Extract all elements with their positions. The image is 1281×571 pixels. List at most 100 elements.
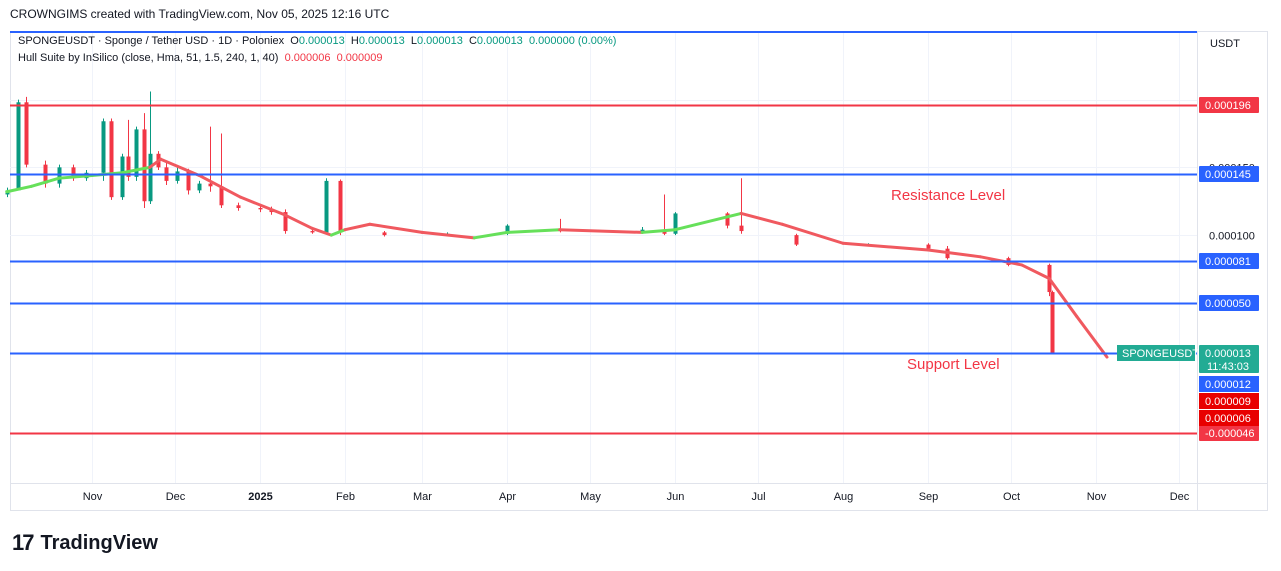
hull-segment — [1075, 314, 1109, 359]
x-tick-label: Jul — [751, 491, 765, 503]
candle-body — [120, 156, 125, 198]
candle-body — [324, 180, 329, 233]
candle-body — [794, 235, 799, 245]
candle-body — [24, 102, 29, 165]
indicator-legend[interactable]: Hull Suite by InSilico (close, Hma, 51, … — [18, 52, 383, 64]
candle-body — [505, 225, 510, 234]
x-tick-label: 2025 — [248, 491, 272, 503]
hull-segment — [239, 195, 287, 217]
hull-segment — [420, 230, 476, 240]
candle-body — [283, 212, 288, 232]
tradingview-logo-icon: 17 — [12, 530, 35, 555]
level-price-tag-bg — [1199, 425, 1259, 441]
hull-segment — [368, 222, 424, 234]
level-price-tag: 0.000196 — [1205, 100, 1251, 112]
tradingview-logo-text: TradingView — [40, 531, 158, 554]
candle-body — [310, 231, 315, 233]
level-price-tag-bg — [1199, 97, 1259, 113]
x-tick-label: Apr — [499, 491, 516, 503]
current-price-tag: 0.000013 — [1205, 348, 1251, 360]
close-value: 0.000013 — [476, 35, 523, 47]
hull-segment — [57, 173, 94, 180]
annotation-label: Resistance Level — [891, 187, 1005, 204]
hull-segment — [739, 211, 784, 226]
level-price-tag: 0.000145 — [1205, 169, 1251, 181]
x-tick-label: Dec — [166, 491, 186, 503]
candle-body — [382, 232, 387, 236]
x-tick-label: Feb — [336, 491, 355, 503]
hull-segment — [926, 248, 982, 259]
level-price-tag: -0.000046 — [1205, 428, 1255, 440]
current-price-tag-sub: 11:43:03 — [1207, 361, 1249, 373]
low-value: 0.000013 — [416, 35, 463, 47]
hull-segment — [472, 230, 509, 240]
chart-caption: CROWNGIMS created with TradingView.com, … — [10, 7, 390, 21]
hull-segment — [120, 165, 152, 175]
candle-body — [926, 244, 931, 249]
symbol-legend: SPONGEUSDT · Sponge / Tether USD · 1D · … — [18, 35, 616, 47]
candle-body — [71, 167, 76, 179]
indicator-price-tag-bg — [1199, 376, 1259, 392]
candle-body — [101, 121, 106, 173]
candle-body — [142, 129, 147, 202]
x-tick-label: Jun — [667, 491, 685, 503]
tradingview-logo[interactable]: 17 TradingView — [12, 530, 158, 556]
candle-body — [673, 213, 678, 234]
x-tick-label: Nov — [83, 491, 103, 503]
candle-body — [258, 208, 263, 210]
level-price-tag: 0.000081 — [1205, 256, 1251, 268]
hull-segment — [283, 213, 314, 230]
candle-body — [338, 180, 343, 233]
level-price-tag-bg — [1199, 166, 1259, 182]
high-label: H — [350, 35, 359, 47]
symbol-line: SPONGEUSDT · Sponge / Tether USD · 1D · … — [18, 35, 285, 47]
indicator-name: Hull Suite by InSilico (close, Hma, 51, … — [18, 52, 279, 64]
x-tick-label: Oct — [1003, 491, 1020, 503]
currency-label: USDT — [1210, 38, 1240, 50]
candle-body — [1050, 292, 1055, 354]
level-price-tag: 0.000050 — [1205, 298, 1251, 310]
indicator-price-tag: 0.000012 — [1205, 379, 1251, 391]
hull-segment — [673, 211, 743, 232]
x-tick-label: Sep — [919, 491, 939, 503]
candle-body — [109, 121, 114, 198]
candle-body — [236, 205, 241, 209]
indicator-value-2: 0.000009 — [336, 52, 383, 64]
hull-segment — [558, 228, 644, 234]
x-tick-label: May — [580, 491, 601, 503]
high-value: 0.000013 — [358, 35, 405, 47]
hull-segment — [29, 176, 61, 188]
hull-segment — [1020, 263, 1051, 280]
x-tick-label: Mar — [413, 491, 432, 503]
hull-segment — [505, 228, 562, 234]
candle-body — [16, 102, 21, 191]
indicator-price-tag: 0.000009 — [1205, 396, 1251, 408]
symbol-tag: SPONGEUSDT — [1122, 348, 1199, 360]
candle-body — [739, 225, 744, 232]
low-label: L — [410, 35, 417, 47]
hull-segment — [780, 222, 845, 245]
annotation-label: Support Level — [907, 356, 1000, 373]
candle-body — [126, 156, 131, 177]
hull-segment — [640, 228, 677, 234]
hull-segment — [841, 241, 930, 252]
open-value: 0.000013 — [298, 35, 345, 47]
level-price-tag-bg — [1199, 295, 1259, 311]
hull-segment — [197, 173, 243, 199]
candle-body — [186, 171, 191, 191]
candle-body — [148, 153, 153, 202]
symbol-tag-bg — [1117, 345, 1195, 361]
open-label: O — [290, 35, 299, 47]
hull-segment — [1047, 276, 1079, 318]
y-tick-label: 0.000100 — [1209, 231, 1255, 243]
candle-body — [219, 186, 224, 206]
change-value: 0.000000 (0.00%) — [528, 35, 617, 47]
candle-body — [175, 171, 180, 181]
indicator-price-tag: 0.000006 — [1205, 413, 1251, 425]
hull-segment — [148, 157, 163, 169]
hull-segment — [343, 222, 372, 232]
hull-segment — [310, 226, 333, 237]
hull-segment — [329, 228, 347, 237]
indicator-price-tag-bg — [1199, 410, 1259, 426]
